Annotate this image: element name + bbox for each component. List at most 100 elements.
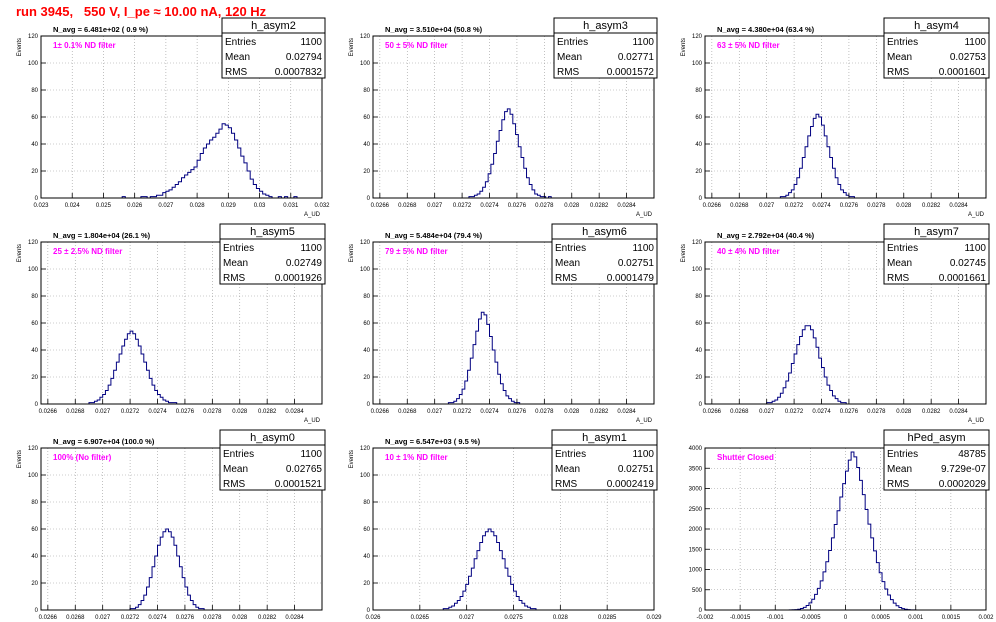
stats-title: h_asym2 [251, 20, 296, 32]
x-axis-label: A_UD [636, 212, 653, 218]
filter-label: 10 ± 1% ND filter [385, 453, 448, 462]
stats-label: Entries [223, 243, 254, 254]
x-tick-label: 0.0278 [535, 409, 554, 415]
stats-value: 0.0002419 [607, 479, 655, 490]
x-tick-label: 0.0284 [949, 203, 968, 209]
x-tick-label: 0.0278 [203, 409, 222, 415]
x-tick-label: 0.027 [95, 409, 111, 415]
y-tick-label: 120 [692, 240, 703, 246]
x-tick-label: 0.0274 [812, 203, 831, 209]
histogram-line [779, 113, 855, 198]
x-tick-label: 0.029 [646, 615, 662, 621]
x-tick-label: 0.0268 [66, 409, 85, 415]
x-tick-label: 0.0284 [285, 615, 304, 621]
n-avg-label: N_avg = 5.484e+04 (79.4 %) [385, 231, 483, 240]
x-tick-label: 0.0272 [121, 615, 140, 621]
x-tick-label: 0.027 [759, 203, 775, 209]
x-tick-label: 0.028 [553, 615, 569, 621]
stats-label: RMS [557, 67, 580, 78]
y-tick-label: 100 [28, 61, 39, 67]
x-tick-label: 0.025 [96, 203, 112, 209]
y-tick-label: 60 [363, 321, 370, 327]
y-tick-label: 120 [692, 34, 703, 40]
x-axis-label: A_UD [304, 212, 321, 218]
x-tick-label: 0.0266 [703, 409, 722, 415]
y-tick-label: 60 [31, 321, 38, 327]
stats-label: Mean [223, 464, 248, 475]
stats-value: 0.0001926 [275, 273, 323, 284]
stats-label: Mean [223, 258, 248, 269]
x-tick-label: 0.027 [759, 409, 775, 415]
histogram-panel-h_asym5: 0.0266 0.0268 0.027 0.0272 0.0274 0.0276 0.027… [17, 223, 326, 424]
y-axis-label: Events [17, 38, 23, 56]
stats-label: Mean [225, 52, 250, 63]
y-tick-label: 1500 [689, 547, 703, 553]
n-avg-label: N_avg = 2.792e+04 (40.4 %) [717, 231, 815, 240]
x-tick-label: 0.0265 [411, 615, 430, 621]
y-tick-label: 0 [367, 196, 371, 202]
stats-label: Entries [555, 449, 586, 460]
y-tick-label: 20 [31, 169, 38, 175]
y-axis-label: Events [17, 450, 23, 468]
stats-title: h_asym3 [583, 20, 628, 32]
stats-value: 1100 [632, 243, 654, 254]
y-tick-label: 20 [363, 169, 370, 175]
x-axis-label: A_UD [968, 212, 985, 218]
y-tick-label: 60 [31, 115, 38, 121]
y-tick-label: 80 [31, 294, 38, 300]
y-tick-label: 100 [28, 473, 39, 479]
stats-value: 1100 [632, 37, 654, 48]
y-tick-label: 40 [695, 348, 702, 354]
y-tick-label: 120 [28, 240, 39, 246]
stats-title: h_asym6 [582, 226, 627, 238]
histogram-line [788, 451, 920, 611]
y-tick-label: 0 [367, 402, 371, 408]
x-tick-label: 0.002 [978, 615, 994, 621]
x-tick-label: 0.026 [365, 615, 381, 621]
filter-label: 79 ± 5% ND filter [385, 247, 448, 256]
stats-box [219, 444, 326, 491]
y-tick-label: 20 [695, 169, 702, 175]
x-tick-label: 0.0266 [39, 409, 58, 415]
y-tick-label: 80 [363, 294, 370, 300]
stats-title: h_asym0 [250, 432, 295, 444]
y-tick-label: 0 [367, 608, 371, 614]
stats-label: Entries [887, 449, 918, 460]
y-axis-label: Events [17, 244, 23, 262]
x-tick-label: 0.0276 [508, 409, 527, 415]
stats-value: 0.0001601 [939, 67, 987, 78]
stats-label: RMS [887, 479, 910, 490]
histogram-line [468, 108, 552, 199]
stats-label: Entries [555, 243, 586, 254]
x-tick-label: 0.0274 [148, 409, 167, 415]
y-tick-label: 80 [695, 88, 702, 94]
y-tick-label: 20 [363, 581, 370, 587]
y-tick-label: 40 [363, 554, 370, 560]
x-tick-label: 0.0276 [508, 203, 527, 209]
n-avg-label: N_avg = 6.547e+03 ( 9.5 %) [385, 437, 481, 446]
x-tick-label: 0.027 [427, 203, 443, 209]
stats-value: 1100 [632, 449, 654, 460]
n-avg-label: N_avg = 1.804e+04 (26.1 %) [53, 231, 151, 240]
x-tick-label: 0.0268 [66, 615, 85, 621]
stats-box [883, 32, 990, 79]
stats-label: Entries [887, 37, 918, 48]
y-tick-label: 120 [360, 446, 371, 452]
y-axis-label: Events [681, 38, 687, 56]
histogram-panel-h_asym0: 0.0266 0.0268 0.027 0.0272 0.0274 0.0276 0.027… [17, 429, 326, 621]
y-tick-label: 80 [31, 88, 38, 94]
y-axis-label: Events [349, 450, 355, 468]
y-tick-label: 60 [31, 527, 38, 533]
stats-label: RMS [225, 67, 248, 78]
x-tick-label: 0.0278 [867, 409, 886, 415]
x-tick-label: 0.0272 [785, 203, 804, 209]
x-tick-label: 0.0272 [785, 409, 804, 415]
stats-box [883, 444, 990, 491]
stats-box [219, 238, 326, 285]
filter-label: 50 ± 5% ND filter [385, 41, 448, 50]
histogram-panel-hPed_asym: -0.002 -0.0015 -0.001 -0.0005 0 0.0005 0.001 0.… [689, 429, 994, 621]
y-tick-label: 0 [35, 196, 39, 202]
x-tick-label: 0.0268 [398, 409, 417, 415]
histogram-line [121, 123, 298, 199]
run-title: run 3945, 550 V, I_pe ≈ 10.00 nA, 120 Hz [16, 4, 267, 19]
